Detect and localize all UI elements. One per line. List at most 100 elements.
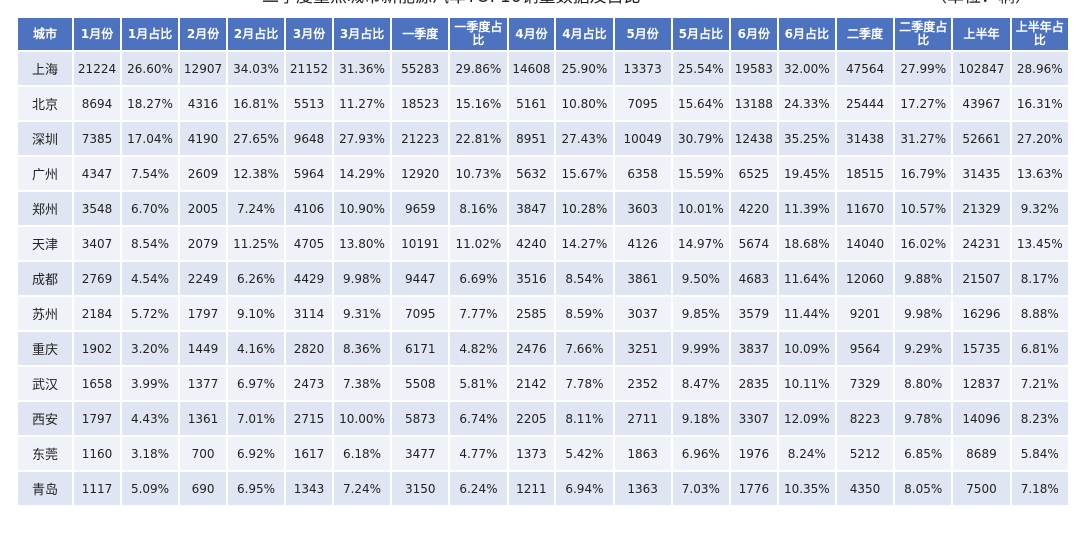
value-cell: 1658	[74, 367, 120, 400]
value-cell: 13.63%	[1011, 157, 1068, 190]
value-cell: 16.31%	[1011, 87, 1068, 120]
value-cell: 13373	[614, 52, 671, 85]
value-cell: 11.64%	[778, 262, 835, 295]
value-cell: 1373	[508, 437, 555, 470]
value-cell: 11.02%	[450, 227, 507, 260]
value-cell: 31438	[836, 122, 894, 155]
value-cell: 7.01%	[227, 402, 285, 435]
value-cell: 3037	[614, 297, 671, 330]
value-cell: 9.29%	[895, 332, 952, 365]
city-cell: 东莞	[18, 437, 73, 470]
value-cell: 8694	[74, 87, 120, 120]
city-cell: 武汉	[18, 367, 73, 400]
value-cell: 10.57%	[895, 192, 952, 225]
value-cell: 14.97%	[672, 227, 729, 260]
value-cell: 4220	[730, 192, 777, 225]
value-cell: 9.31%	[333, 297, 391, 330]
value-cell: 1211	[508, 472, 555, 505]
value-cell: 31.27%	[895, 122, 952, 155]
value-cell: 1776	[730, 472, 777, 505]
value-cell: 7.54%	[121, 157, 179, 190]
table-row: 武汉 1658 3.99% 1377 6.97% 2473 7.38% 5508 5.81% 21…	[18, 367, 1068, 400]
value-cell: 17.04%	[121, 122, 179, 155]
value-cell: 6.85%	[895, 437, 952, 470]
value-cell: 18523	[392, 87, 449, 120]
value-cell: 19.45%	[778, 157, 835, 190]
value-cell: 2249	[180, 262, 226, 295]
value-cell: 21152	[286, 52, 332, 85]
value-cell: 1361	[180, 402, 226, 435]
value-cell: 15735	[953, 332, 1010, 365]
value-cell: 3.18%	[121, 437, 179, 470]
value-cell: 700	[180, 437, 226, 470]
table-row: 西安 1797 4.43% 1361 7.01% 2715 10.00% 5873 6.74% 2…	[18, 402, 1068, 435]
value-cell: 8.16%	[450, 192, 507, 225]
column-header: 一季度占比	[450, 18, 507, 50]
value-cell: 2835	[730, 367, 777, 400]
table-row: 上海 21224 26.60% 12907 34.03% 21152 31.36% 55283…	[18, 52, 1068, 85]
value-cell: 2352	[614, 367, 671, 400]
value-cell: 2473	[286, 367, 332, 400]
value-cell: 5873	[392, 402, 449, 435]
value-cell: 6.70%	[121, 192, 179, 225]
value-cell: 14608	[508, 52, 555, 85]
column-header: 1月份	[74, 18, 120, 50]
table-body: 上海 21224 26.60% 12907 34.03% 21152 31.36% 55283…	[18, 52, 1068, 505]
city-cell: 青岛	[18, 472, 73, 505]
value-cell: 2585	[508, 297, 555, 330]
value-cell: 3307	[730, 402, 777, 435]
page-title: 二季度重点城市新能源汽车TOP10销量数据及占比 （单位：辆）	[0, 0, 1080, 8]
value-cell: 6.94%	[556, 472, 613, 505]
table-row: 东莞 1160 3.18% 700 6.92% 1617 6.18% 3477 4.77% 137…	[18, 437, 1068, 470]
city-cell: 成都	[18, 262, 73, 295]
value-cell: 3516	[508, 262, 555, 295]
column-header: 二季度占比	[895, 18, 952, 50]
value-cell: 15.59%	[672, 157, 729, 190]
column-header: 6月份	[730, 18, 777, 50]
value-cell: 25.90%	[556, 52, 613, 85]
value-cell: 6358	[614, 157, 671, 190]
value-cell: 7.77%	[450, 297, 507, 330]
value-cell: 30.79%	[672, 122, 729, 155]
value-cell: 3477	[392, 437, 449, 470]
value-cell: 12907	[180, 52, 226, 85]
table-row: 成都 2769 4.54% 2249 6.26% 4429 9.98% 9447 6.69% 35…	[18, 262, 1068, 295]
value-cell: 4683	[730, 262, 777, 295]
value-cell: 22.81%	[450, 122, 507, 155]
value-cell: 8.59%	[556, 297, 613, 330]
value-cell: 31.36%	[333, 52, 391, 85]
value-cell: 7.78%	[556, 367, 613, 400]
value-cell: 1343	[286, 472, 332, 505]
column-header: 1月占比	[121, 18, 179, 50]
value-cell: 4316	[180, 87, 226, 120]
value-cell: 8.11%	[556, 402, 613, 435]
value-cell: 3114	[286, 297, 332, 330]
value-cell: 5.42%	[556, 437, 613, 470]
value-cell: 1363	[614, 472, 671, 505]
table-row: 广州 4347 7.54% 2609 12.38% 5964 14.29% 12920 10.7…	[18, 157, 1068, 190]
value-cell: 5.81%	[450, 367, 507, 400]
value-cell: 4240	[508, 227, 555, 260]
value-cell: 3150	[392, 472, 449, 505]
value-cell: 11.27%	[333, 87, 391, 120]
column-header: 3月份	[286, 18, 332, 50]
value-cell: 55283	[392, 52, 449, 85]
value-cell: 1449	[180, 332, 226, 365]
value-cell: 8.24%	[778, 437, 835, 470]
column-header: 6月占比	[778, 18, 835, 50]
city-cell: 广州	[18, 157, 73, 190]
header-row: 城市 1月份 1月占比 2月份 2月占比 3月份 3月占比 一季度 一季度占比 4月份 4月占比 5月…	[18, 18, 1068, 50]
value-cell: 6.95%	[227, 472, 285, 505]
column-header: 城市	[18, 18, 73, 50]
value-cell: 9564	[836, 332, 894, 365]
value-cell: 2079	[180, 227, 226, 260]
column-header: 上半年占比	[1011, 18, 1068, 50]
value-cell: 14040	[836, 227, 894, 260]
column-header: 2月占比	[227, 18, 285, 50]
value-cell: 12.38%	[227, 157, 285, 190]
column-header: 5月份	[614, 18, 671, 50]
value-cell: 8223	[836, 402, 894, 435]
value-cell: 5.09%	[121, 472, 179, 505]
value-cell: 18.68%	[778, 227, 835, 260]
value-cell: 10.35%	[778, 472, 835, 505]
